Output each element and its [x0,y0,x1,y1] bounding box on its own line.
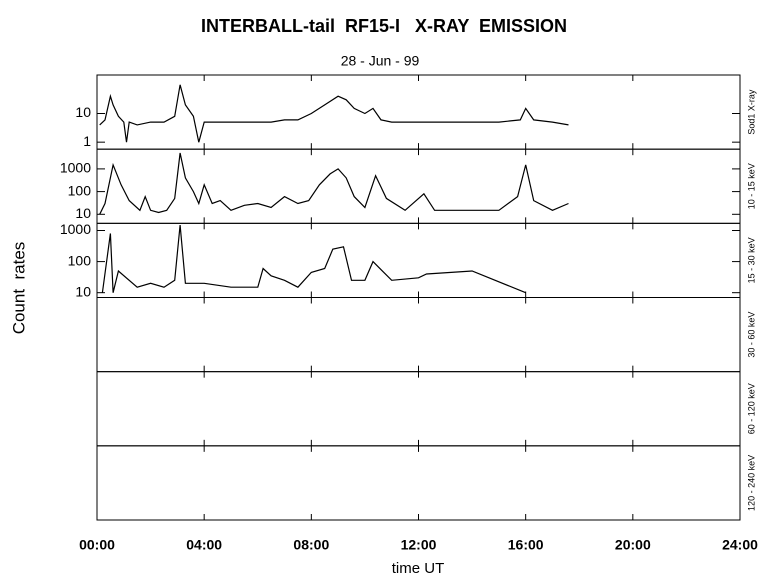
y-tick-label: 1000 [60,221,91,237]
panel-label: 60 - 120 keV [746,383,756,434]
y-axis-label: Count rates [9,242,28,335]
panel-frame [96,222,741,298]
x-tick-label: 24:00 [722,537,758,553]
panel-frame [96,371,741,447]
panel-label: 120 - 240 keV [746,455,756,511]
x-tick-label: 12:00 [401,537,437,553]
y-tick-label: 10 [75,283,91,299]
y-tick-label: 100 [68,252,92,268]
panel-frame [96,148,741,224]
y-tick-label: 10 [75,205,91,221]
data-line [101,224,526,294]
x-tick-label: 20:00 [615,537,651,553]
panel-label: 15 - 30 keV [746,237,756,283]
x-tick-label: 16:00 [508,537,544,553]
panel-frame [96,297,741,373]
x-tick-label: 08:00 [293,537,329,553]
panel-label: Sod1 X-ray [746,89,756,135]
chart-title: INTERBALL-tail RF15-I X-RAY EMISSION [201,16,567,36]
panel-label: 30 - 60 keV [746,312,756,358]
panel-frame [96,74,741,150]
panel-label: 10 - 15 keV [746,163,756,209]
y-tick-label: 1 [83,133,91,149]
y-tick-label: 1000 [60,160,91,176]
data-line [99,152,569,215]
x-tick-label: 00:00 [79,537,115,553]
data-line [99,84,569,143]
x-axis-label: time UT [392,560,445,577]
y-tick-label: 100 [68,182,92,198]
panel-frame [96,445,741,521]
x-tick-label: 04:00 [186,537,222,553]
chart-subtitle: 28 - Jun - 99 [341,53,420,69]
y-tick-label: 10 [75,104,91,120]
